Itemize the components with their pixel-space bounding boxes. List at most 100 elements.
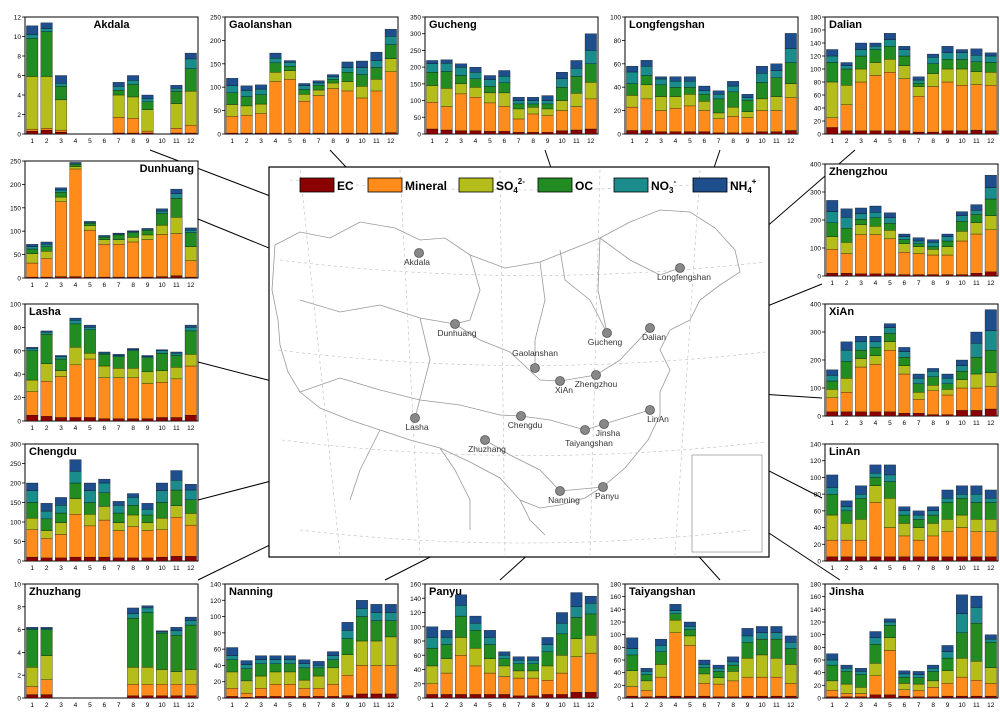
ytick-label: 10 [14,34,22,41]
bar-chengdu-m5-no3 [83,490,96,503]
bar-gaolanshan-m1-no3 [226,85,239,93]
panel-frame-taiyangshan [624,583,799,699]
bar-jinsha-m2-oc [840,671,853,685]
xtick-label: 1 [30,565,34,572]
bar-panyu-m9-oc [541,651,554,667]
bar-dunhuang-m3-mineral [55,201,67,277]
bar-panyu-m6-ec [498,694,511,699]
bar-panyu-m2-ec [440,694,453,699]
bar-lasha-m12-ec [184,414,197,422]
bar-jinsha-m10-no3 [956,613,968,633]
bar-zhengzhou-m9-no3 [941,236,954,242]
bar-zhuzhang-m1-oc [26,629,39,668]
bar-zhuzhang-m12-no3 [184,620,197,626]
bar-linan-m2-ec [840,556,853,562]
bar-jinsha-m5-so4 [883,637,896,651]
xtick-label: 4 [74,425,78,432]
bar-chengdu-m10-so4 [156,517,168,530]
bar-lasha-m2-ec [40,416,53,422]
xtick-label: 3 [259,138,263,145]
bar-chengdu-m2-so4 [40,530,53,539]
bar-zhengzhou-m1-so4 [826,236,839,250]
bar-zhengzhou-m1-mineral [826,249,839,274]
bar-longfengshan-m10-mineral [756,110,768,132]
bar-dunhuang-m3-ec [55,276,67,279]
bar-longfengshan-m10-no3 [756,73,768,83]
bar-dalian-m1-no3 [826,55,839,63]
bar-linan-m12-oc [984,502,997,520]
bar-zhengzhou-m2-ec [840,273,853,277]
bar-taiyangshan-m6-nh4 [698,659,711,665]
bar-longfengshan-m6-mineral [698,110,711,132]
ytick-label: 50 [14,252,22,259]
bar-xian-m5-nh4 [883,323,896,328]
ytick-label: 60 [814,508,822,515]
xtick-label: 5 [88,425,92,432]
bar-gucheng-m12-so4 [584,82,597,100]
panel-frame-linan [824,443,999,562]
site-label-chengdu: Chengdu [508,420,543,430]
bar-nanning-m3-oc [255,663,267,677]
site-marker-linan [645,405,655,415]
bar-taiyangshan-m8-oc [727,664,740,672]
ytick-label: 100 [10,229,21,236]
bar-gaolanshan-m4-oc [269,62,282,73]
bar-jinsha-m8-oc [927,671,940,682]
bar-dalian-m7-nh4 [912,76,925,81]
legend-swatch-no3 [613,177,649,193]
xtick-label: 11 [973,702,980,709]
bar-xian-m8-no3 [927,371,940,377]
bar-jinsha-m11-so4 [970,661,983,681]
bar-longfengshan-m7-mineral [712,118,725,133]
bar-longfengshan-m3-no3 [655,78,667,86]
legend-swatch-nh4 [692,177,728,193]
bar-zhengzhou-m4-nh4 [869,205,882,213]
bar-gaolanshan-m9-mineral [341,90,354,134]
bar-taiyangshan-m8-ec [727,696,740,699]
ytick-label: 120 [810,458,821,465]
bar-panyu-m2-no3 [440,637,453,645]
bar-zhuzhang-m1-no3 [26,628,39,630]
bar-akdala-m3-mineral [55,129,67,133]
bar-dunhuang-m6-nh4 [98,235,111,237]
bar-lasha-m11-oc [170,355,183,368]
ytick-label: 0 [17,559,21,566]
bar-xian-m12-oc [984,350,997,373]
bar-dalian-m2-ec [840,130,853,135]
ytick-label: 8 [17,54,21,61]
bar-nanning-m6-no3 [298,663,311,669]
bar-zhengzhou-m2-oc [840,228,853,243]
bar-panyu-m8-nh4 [527,656,540,661]
bar-jinsha-m4-ec [869,694,882,699]
bar-lasha-m12-nh4 [184,324,197,328]
bar-zhengzhou-m4-so4 [869,226,882,235]
legend-label-no3: NO3- [651,177,676,195]
bar-gucheng-m12-mineral [584,98,597,130]
bar-linan-m12-no3 [984,498,997,503]
bar-zhengzhou-m9-mineral [941,254,954,275]
bar-dalian-m12-oc [984,62,997,73]
bar-lasha-m7-so4 [112,368,125,378]
bar-gucheng-m9-mineral [541,115,554,133]
bar-panyu-m9-so4 [541,665,554,681]
panel-title-jinsha: Jinsha [829,586,865,598]
site-chengdu: Chengdu [508,411,543,430]
xtick-label: 9 [146,138,150,145]
xtick-label: 1 [430,702,434,709]
bar-chengdu-m12-so4 [184,513,197,526]
bar-zhengzhou-m6-oc [898,239,911,244]
bar-panyu-m3-so4 [455,637,467,656]
xtick-label: 2 [645,702,649,709]
bar-xian-m8-oc [927,376,940,386]
bar-gucheng-m7-nh4 [512,97,525,101]
bar-zhengzhou-m6-nh4 [898,233,911,237]
bar-nanning-m2-no3 [240,664,253,669]
xtick-label: 4 [474,138,478,145]
bar-gucheng-m5-nh4 [483,75,496,80]
bar-chengdu-m11-no3 [170,480,183,491]
bar-nanning-m8-no3 [327,655,340,660]
bar-xian-m7-nh4 [912,373,925,379]
bar-panyu-m10-mineral [556,672,568,695]
bar-linan-m11-oc [970,502,983,520]
bar-dunhuang-m7-nh4 [112,232,125,235]
